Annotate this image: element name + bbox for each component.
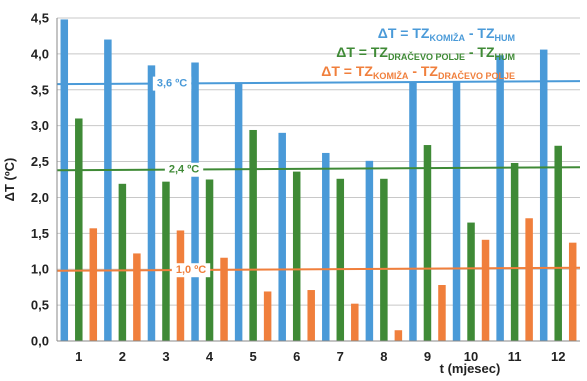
bar-s1-m9 (409, 82, 417, 341)
reference-line-s3 (56, 266, 581, 272)
bar-s2-m8 (380, 178, 388, 341)
bar-s1-m10 (452, 81, 461, 342)
y-axis-label: ΔT (ºC) (2, 158, 17, 202)
bar-s1-m3 (147, 65, 156, 341)
bar-s2-m1 (75, 118, 83, 341)
x-tick-label: 3 (162, 349, 169, 364)
bar-s2-m7 (336, 178, 345, 341)
legend-text-part: KOMIŽA (429, 32, 465, 43)
y-tick-label: 3,5 (31, 82, 49, 97)
legend-text-part: DRAČEVO POLJE (388, 51, 465, 62)
legend-text-part: KOMIŽA (373, 70, 409, 81)
bar-s1-m11 (496, 55, 504, 342)
bar-s3-m8 (394, 330, 403, 341)
bar-s1-m6 (278, 132, 286, 341)
y-tick-label: 1,0 (31, 262, 49, 277)
bar-s2-m4 (205, 179, 214, 341)
x-tick-label: 7 (337, 349, 344, 364)
legend-text-part: HUM (495, 52, 516, 62)
legend-text-part: ΔT = TZ (321, 63, 373, 79)
bar-s3-m1 (89, 228, 98, 341)
legend-text-part: - TZ (465, 44, 495, 60)
bar-s3-m9 (438, 285, 446, 341)
reference-lines: 3,6 ºC 2,4 ºC 1,0 ºC (56, 76, 581, 278)
x-tick-label: 5 (250, 349, 257, 364)
bar-s1-m4 (191, 62, 199, 341)
grid-layer (57, 17, 580, 342)
x-tick-label: 9 (424, 349, 431, 364)
reference-line-s1 (56, 80, 581, 86)
x-tick-label: 10 (464, 349, 478, 364)
reference-line-s2 (56, 166, 581, 172)
reference-label-s2: 2,4 ºC (169, 164, 199, 176)
bar-s3-m5 (263, 291, 272, 341)
legend-text-part: ΔT = TZ (336, 44, 388, 60)
x-tick-label: 2 (119, 349, 126, 364)
y-tick-label: 3,0 (31, 118, 49, 133)
x-tick-label: 6 (293, 349, 300, 364)
bar-s2-m5 (249, 129, 257, 341)
bar-s2-m10 (467, 222, 475, 341)
legend-entry-s3: ΔT = TZKOMIŽA - TZDRAČEVO POLJE (321, 63, 515, 81)
bar-s3-m2 (133, 253, 141, 341)
bar-s3-m11 (525, 218, 533, 341)
bar-s1-m5 (234, 84, 243, 341)
bar-s2-m9 (423, 145, 432, 341)
bar-s1-m2 (104, 39, 112, 342)
y-tick-label: 2,0 (31, 190, 49, 205)
x-tick-label: 1 (75, 349, 82, 364)
y-tick-label: 0,0 (31, 334, 49, 349)
bar-s2-m6 (292, 171, 301, 341)
reference-label-s1: 3,6 ºC (157, 78, 187, 90)
y-tick-label: 4,5 (31, 11, 49, 26)
reference-label-bg (152, 76, 192, 91)
bar-s1-m1 (60, 19, 69, 342)
x-axis-label: t (mjesec) (440, 361, 501, 376)
bar-s2-m12 (554, 145, 562, 341)
reference-label-bg (171, 263, 211, 278)
legend-text-part: DRAČEVO POLJE (438, 70, 515, 81)
bar-s3-m7 (351, 303, 359, 341)
legend-text-part: - TZ (408, 63, 438, 79)
y-tick-label: 2,5 (31, 154, 49, 169)
legend-text-part: HUM (495, 33, 516, 43)
x-tick-label: 4 (206, 349, 214, 364)
bar-s1-m12 (539, 49, 548, 342)
reference-label-bg (164, 162, 204, 177)
y-tick-label: 4,0 (31, 46, 49, 61)
y-tick-label: 0,5 (31, 298, 49, 313)
legend-entry-s2: ΔT = TZDRAČEVO POLJE - TZHUM (336, 44, 515, 62)
bar-s3-m12 (568, 242, 577, 341)
bar-s1-m8 (365, 160, 374, 341)
plot-area (57, 18, 580, 341)
bar-s1-m7 (322, 152, 330, 341)
legend-text-part: - TZ (465, 25, 495, 41)
bars-layer (60, 19, 577, 342)
legend-text-part: ΔT = TZ (378, 25, 430, 41)
legend-entry-s1: ΔT = TZKOMIŽA - TZHUM (378, 25, 515, 43)
bar-s3-m4 (220, 257, 228, 341)
bar-s2-m3 (162, 181, 170, 341)
reference-label-s3: 1,0 ºC (176, 264, 206, 276)
bar-s3-m6 (307, 290, 315, 341)
x-tick-label: 8 (380, 349, 387, 364)
bar-s2-m2 (118, 183, 127, 341)
bar-s3-m3 (176, 230, 185, 341)
y-tick-label: 1,5 (31, 226, 49, 241)
x-tick-label: 12 (551, 349, 565, 364)
bar-s2-m11 (510, 162, 519, 341)
x-tick-label: 11 (508, 349, 522, 364)
bar-s3-m10 (481, 239, 490, 341)
axes-layer: 0,00,51,01,52,02,53,03,54,04,51 2 3 4 5 6 7 8 9 1… (31, 11, 580, 364)
